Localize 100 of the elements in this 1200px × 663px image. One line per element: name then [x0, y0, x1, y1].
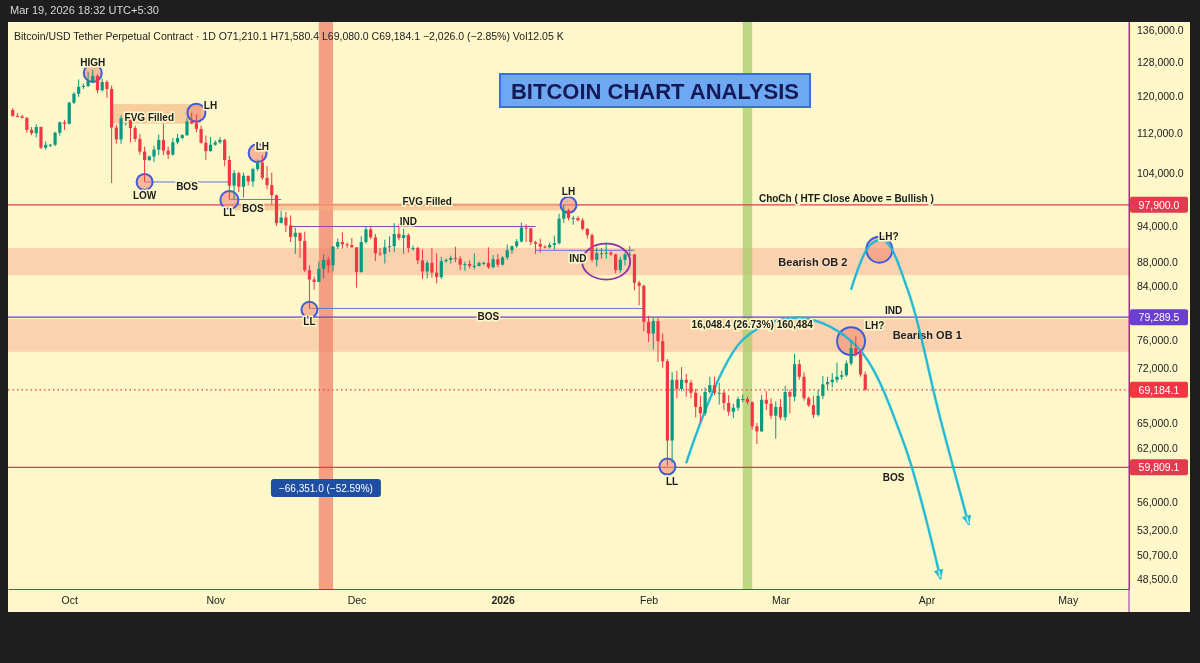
candlestick — [321, 253, 326, 279]
candlestick — [260, 154, 264, 181]
candlestick — [402, 228, 406, 255]
candlestick — [95, 73, 100, 94]
candlestick — [774, 400, 778, 440]
candlestick — [576, 215, 580, 222]
candlestick — [265, 165, 269, 190]
candlestick — [472, 252, 476, 271]
y-tick-label: 128,000.0 — [1137, 55, 1184, 68]
candlestick — [289, 214, 293, 243]
candlestick — [331, 245, 335, 272]
candlestick — [656, 317, 660, 363]
candlestick — [166, 146, 170, 160]
y-tick-label: 88,000.0 — [1137, 255, 1179, 268]
y-tick-label: 76,000.0 — [1137, 333, 1179, 346]
candlestick — [854, 335, 858, 358]
annotation: HIGH — [80, 57, 106, 69]
candlestick — [679, 366, 684, 392]
x-tick-label: Oct — [61, 594, 78, 607]
candlestick — [237, 171, 241, 193]
candlestick — [157, 134, 161, 156]
candlestick — [218, 136, 222, 145]
x-tick-label: Apr — [918, 594, 936, 607]
annotation: IND — [399, 215, 417, 227]
y-tick-label: 94,000.0 — [1137, 220, 1179, 233]
annotation: LL — [223, 207, 236, 219]
annotation: BOS — [882, 472, 905, 484]
candlestick — [444, 258, 448, 264]
candlestick — [298, 232, 302, 259]
annotation: LL — [303, 316, 316, 328]
annotation: LH — [561, 185, 576, 197]
candlestick — [698, 395, 702, 423]
x-tick-label: May — [1058, 594, 1079, 607]
candlestick — [858, 349, 863, 378]
x-tick-label: Mar — [771, 594, 791, 607]
candlestick — [811, 395, 816, 419]
candlestick — [703, 386, 707, 417]
candlestick — [378, 247, 382, 257]
candlestick — [307, 264, 312, 309]
candlestick — [727, 394, 731, 417]
candlestick — [755, 422, 759, 445]
candlestick — [562, 204, 566, 224]
y-tick-label: 48,500.0 — [1137, 572, 1179, 585]
candlestick — [769, 397, 773, 420]
candlestick — [392, 222, 396, 253]
annotation: BOS — [176, 180, 199, 192]
y-tick-label: 65,000.0 — [1137, 416, 1179, 429]
candlestick — [788, 389, 792, 414]
candlestick — [816, 389, 820, 418]
annotation: LH? — [879, 231, 899, 243]
y-tick-label: 120,000.0 — [1137, 90, 1184, 103]
candlestick — [623, 252, 627, 266]
candlestick — [651, 316, 655, 351]
candlestick — [778, 398, 783, 421]
text: Mar 19, 2026 18:32 UTC+5:30 — [10, 4, 159, 16]
candlestick — [524, 223, 528, 243]
y-tick-label: 62,000.0 — [1137, 442, 1179, 455]
candlestick — [821, 375, 825, 400]
y-tick-label: 53,200.0 — [1137, 523, 1179, 536]
annotation: LOW — [132, 189, 157, 201]
annotation: FVG Filled — [402, 196, 452, 208]
x-tick-label: 2026 — [491, 594, 515, 607]
y-tick-label: 50,700.0 — [1137, 549, 1179, 562]
candlestick — [411, 245, 415, 252]
annotation: BOS — [477, 311, 500, 323]
candlestick — [241, 172, 246, 198]
candlestick — [430, 247, 434, 279]
candlestick — [595, 246, 599, 268]
candlestick — [604, 242, 608, 260]
x-tick-label: Feb — [640, 594, 659, 607]
candlestick — [717, 382, 721, 406]
text: Bitcoin/USD Tether Perpetual Contract · 1D O71,210.1 H71,580.4 L69,080.0 C69,184.1 −2,026.0 (−2.85%) Vol12.05 K — [14, 30, 564, 42]
ref-line-label: 97,900.0 — [1138, 198, 1180, 211]
y-tick-label: 112,000.0 — [1137, 127, 1184, 140]
annotation: LH? — [864, 320, 885, 332]
candlestick — [105, 79, 109, 99]
candlestick — [373, 233, 377, 262]
candlestick — [835, 362, 839, 384]
y-tick-label: 84,000.0 — [1137, 280, 1179, 293]
ref-line-label: 59,809.1 — [1138, 461, 1180, 474]
text: BITCOIN CHART ANALYSIS — [510, 79, 800, 104]
band-label: Bearish OB 2 — [778, 255, 848, 268]
candlestick — [661, 332, 665, 369]
x-tick-label: Dec — [347, 594, 367, 607]
y-tick-label: 72,000.0 — [1137, 362, 1179, 375]
candlestick — [270, 172, 274, 205]
candlestick — [439, 256, 443, 280]
candlestick — [599, 247, 604, 260]
candlestick — [293, 227, 297, 255]
candlestick — [223, 138, 227, 167]
candlestick — [764, 390, 768, 411]
candlestick — [161, 123, 166, 156]
band-label: −66,351.0 (−52.59%) — [278, 483, 373, 494]
candlestick — [251, 167, 255, 188]
candlestick — [138, 133, 142, 156]
x-tick-label: Nov — [206, 594, 226, 607]
y-tick-label: 136,000.0 — [1137, 23, 1184, 36]
candlestick — [86, 71, 90, 88]
candlestick — [463, 261, 467, 272]
annotation: BOS — [242, 203, 265, 215]
